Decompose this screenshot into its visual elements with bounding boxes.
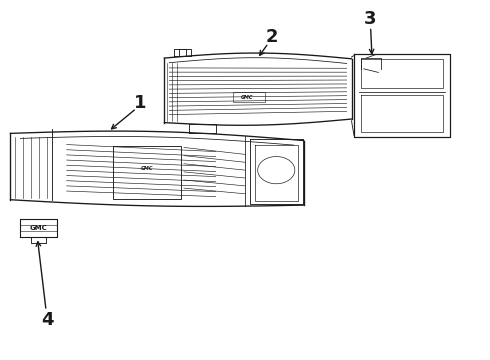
Text: 4: 4 [41, 311, 53, 329]
Bar [233, 92, 265, 102]
Text: GMC: GMC [241, 95, 254, 100]
Text: 3: 3 [364, 10, 376, 28]
Text: 2: 2 [266, 28, 278, 46]
Text: GMC: GMC [141, 166, 153, 171]
Text: 1: 1 [134, 94, 146, 112]
Text: GMC: GMC [30, 225, 48, 231]
